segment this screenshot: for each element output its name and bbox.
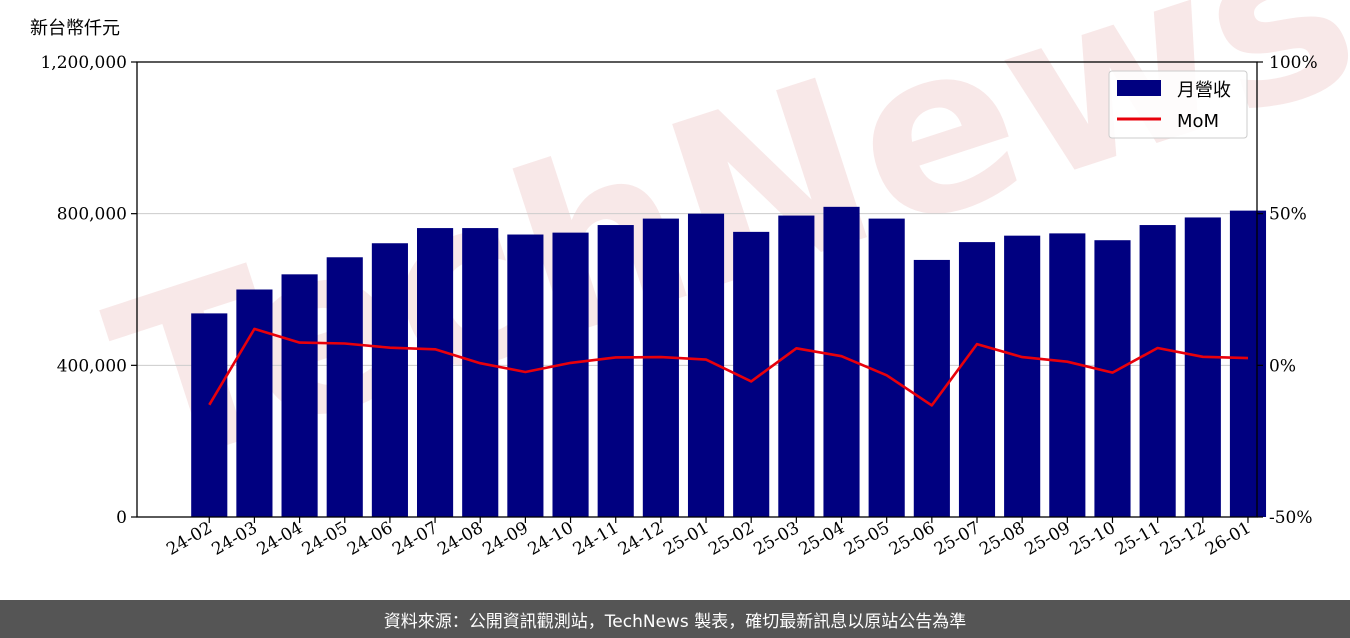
revenue-bar xyxy=(281,274,318,517)
revenue-bar xyxy=(417,228,454,517)
x-tick-label: 25-02 xyxy=(705,518,757,560)
revenue-bar xyxy=(1229,210,1267,517)
revenue-bar xyxy=(236,289,273,517)
x-tick-label: 25-06 xyxy=(886,518,938,560)
x-tick-label: 24-05 xyxy=(299,518,351,560)
revenue-bar xyxy=(597,225,634,517)
revenue-bar xyxy=(1139,225,1176,517)
x-tick-label: 25-11 xyxy=(1112,518,1164,560)
mom-line-layer xyxy=(208,327,1249,407)
revenue-bar xyxy=(371,243,408,517)
y-left-tick-label: 800,000 xyxy=(57,205,127,225)
legend-swatch-revenue xyxy=(1117,80,1161,96)
revenue-bar xyxy=(552,232,589,517)
x-tick-label: 25-12 xyxy=(1157,518,1209,560)
revenue-bar xyxy=(1004,235,1041,518)
y-left-tick-label: 400,000 xyxy=(57,356,127,376)
y-right-tick-label: 50% xyxy=(1269,205,1307,225)
x-tick-label: 25-04 xyxy=(796,518,848,560)
x-tick-label: 26-01 xyxy=(1202,518,1254,560)
revenue-bar xyxy=(1184,217,1221,518)
revenue-bar xyxy=(507,234,544,518)
x-tick-label: 24-06 xyxy=(344,518,396,560)
revenue-bar xyxy=(958,242,996,517)
x-tick-label: 25-08 xyxy=(976,518,1028,560)
revenue-bar xyxy=(1049,233,1086,517)
revenue-bar xyxy=(191,313,228,517)
legend-label-revenue: 月營收 xyxy=(1177,80,1231,101)
mom-line xyxy=(208,327,1249,407)
x-tick-label: 25-09 xyxy=(1021,518,1073,560)
legend: 月營收 MoM xyxy=(1108,70,1248,139)
revenue-bars xyxy=(191,206,1267,518)
revenue-bar xyxy=(642,218,679,518)
y-left-tick-label: 1,200,000 xyxy=(40,53,127,73)
y-right-tick-label: 100% xyxy=(1269,53,1318,73)
x-tick-label: 25-07 xyxy=(931,518,983,560)
source-footer: 資料來源：公開資訊觀測站，TechNews 製表，確切最新訊息以原站公告為準 xyxy=(0,600,1350,638)
x-tick-label: 24-10 xyxy=(525,518,577,560)
revenue-bar xyxy=(462,228,499,517)
x-tick-label: 24-11 xyxy=(570,518,622,560)
y-right-tick-label: 0% xyxy=(1269,356,1296,376)
plot-frame xyxy=(136,61,1258,518)
revenue-bar xyxy=(326,257,363,517)
y-left-tick-label: 0 xyxy=(116,508,127,528)
revenue-bar xyxy=(868,218,905,518)
x-tick-label: 24-08 xyxy=(434,518,486,560)
x-tick-label: 25-01 xyxy=(660,518,712,560)
x-tick-label: 25-03 xyxy=(750,518,802,560)
x-tick-label: 24-03 xyxy=(208,518,260,560)
x-tick-label: 24-04 xyxy=(254,518,306,560)
x-tick-label: 25-05 xyxy=(841,518,893,560)
revenue-bar xyxy=(1094,240,1131,518)
y-right-tick-label: -50% xyxy=(1269,508,1313,528)
x-tick-label: 24-09 xyxy=(479,518,531,560)
revenue-bar xyxy=(778,215,815,517)
y-axis-unit-label: 新台幣仟元 xyxy=(30,18,120,39)
x-tick-label: 24-07 xyxy=(389,518,441,560)
legend-label-mom: MoM xyxy=(1177,111,1219,132)
chart: TechNews 0400,000800,0001,200,000-50%0%5… xyxy=(40,0,1350,560)
x-tick-label: 24-12 xyxy=(615,518,667,560)
x-tick-label: 24-02 xyxy=(163,518,215,560)
x-tick-label: 25-10 xyxy=(1067,518,1119,560)
